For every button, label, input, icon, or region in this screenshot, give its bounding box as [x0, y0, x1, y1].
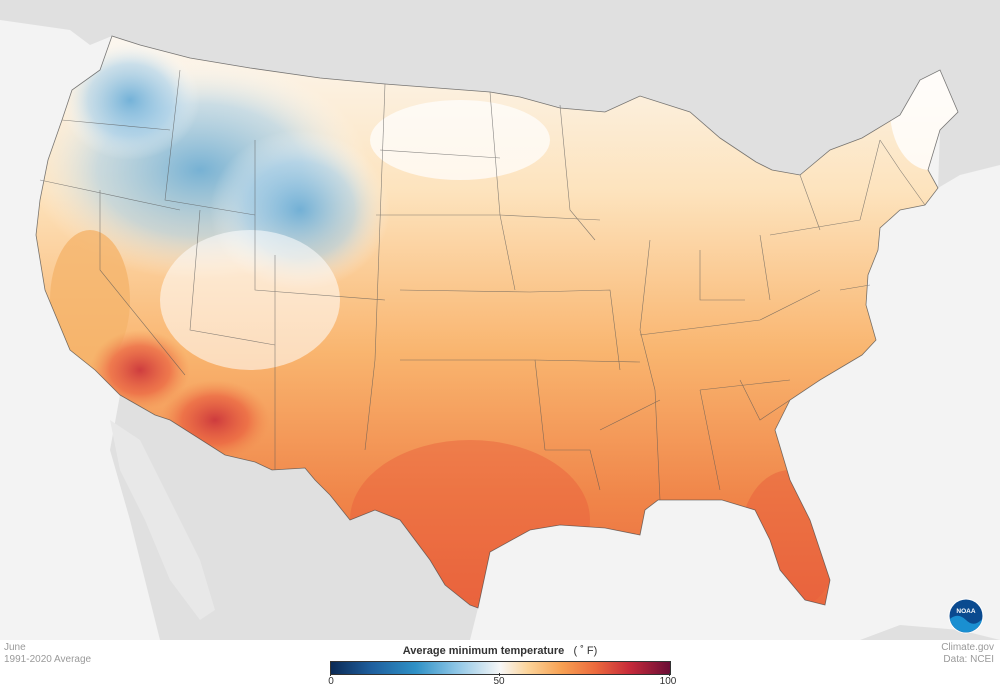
- legend-tick-label: 0: [328, 676, 334, 687]
- data-source-credit: Data: NCEI: [943, 654, 994, 665]
- state-boundaries: [35, 35, 959, 609]
- canada-landmass: [0, 0, 1000, 188]
- temperature-map: [0, 0, 1000, 640]
- noaa-logo-text: NOAA: [956, 608, 975, 615]
- site-credit: Climate.gov: [941, 642, 994, 653]
- map-canvas: [0, 0, 1000, 640]
- legend-tick-label: 100: [659, 676, 677, 687]
- legend-unit: ( ˚ F): [573, 645, 598, 657]
- legend-tick-mark: [669, 673, 670, 676]
- credits: Climate.gov Data: NCEI: [941, 642, 994, 666]
- legend-tick-mark: [499, 673, 500, 676]
- cuba-island: [860, 625, 1000, 640]
- period-label: 1991-2020 Average: [4, 654, 92, 665]
- legend-tick-label: 50: [493, 676, 505, 687]
- period-caption: June 1991-2020 Average: [4, 642, 91, 666]
- map-footer: June 1991-2020 Average Average minimum t…: [0, 640, 1000, 690]
- legend-tick-mark: [330, 673, 331, 676]
- legend-title-text: Average minimum temperature: [402, 645, 565, 657]
- legend-color-bar: [330, 661, 671, 675]
- legend-title: Average minimum temperature ( ˚ F): [330, 645, 670, 657]
- month-label: June: [4, 642, 26, 653]
- baja-peninsula: [110, 420, 215, 620]
- noaa-logo-icon: NOAA: [948, 598, 984, 634]
